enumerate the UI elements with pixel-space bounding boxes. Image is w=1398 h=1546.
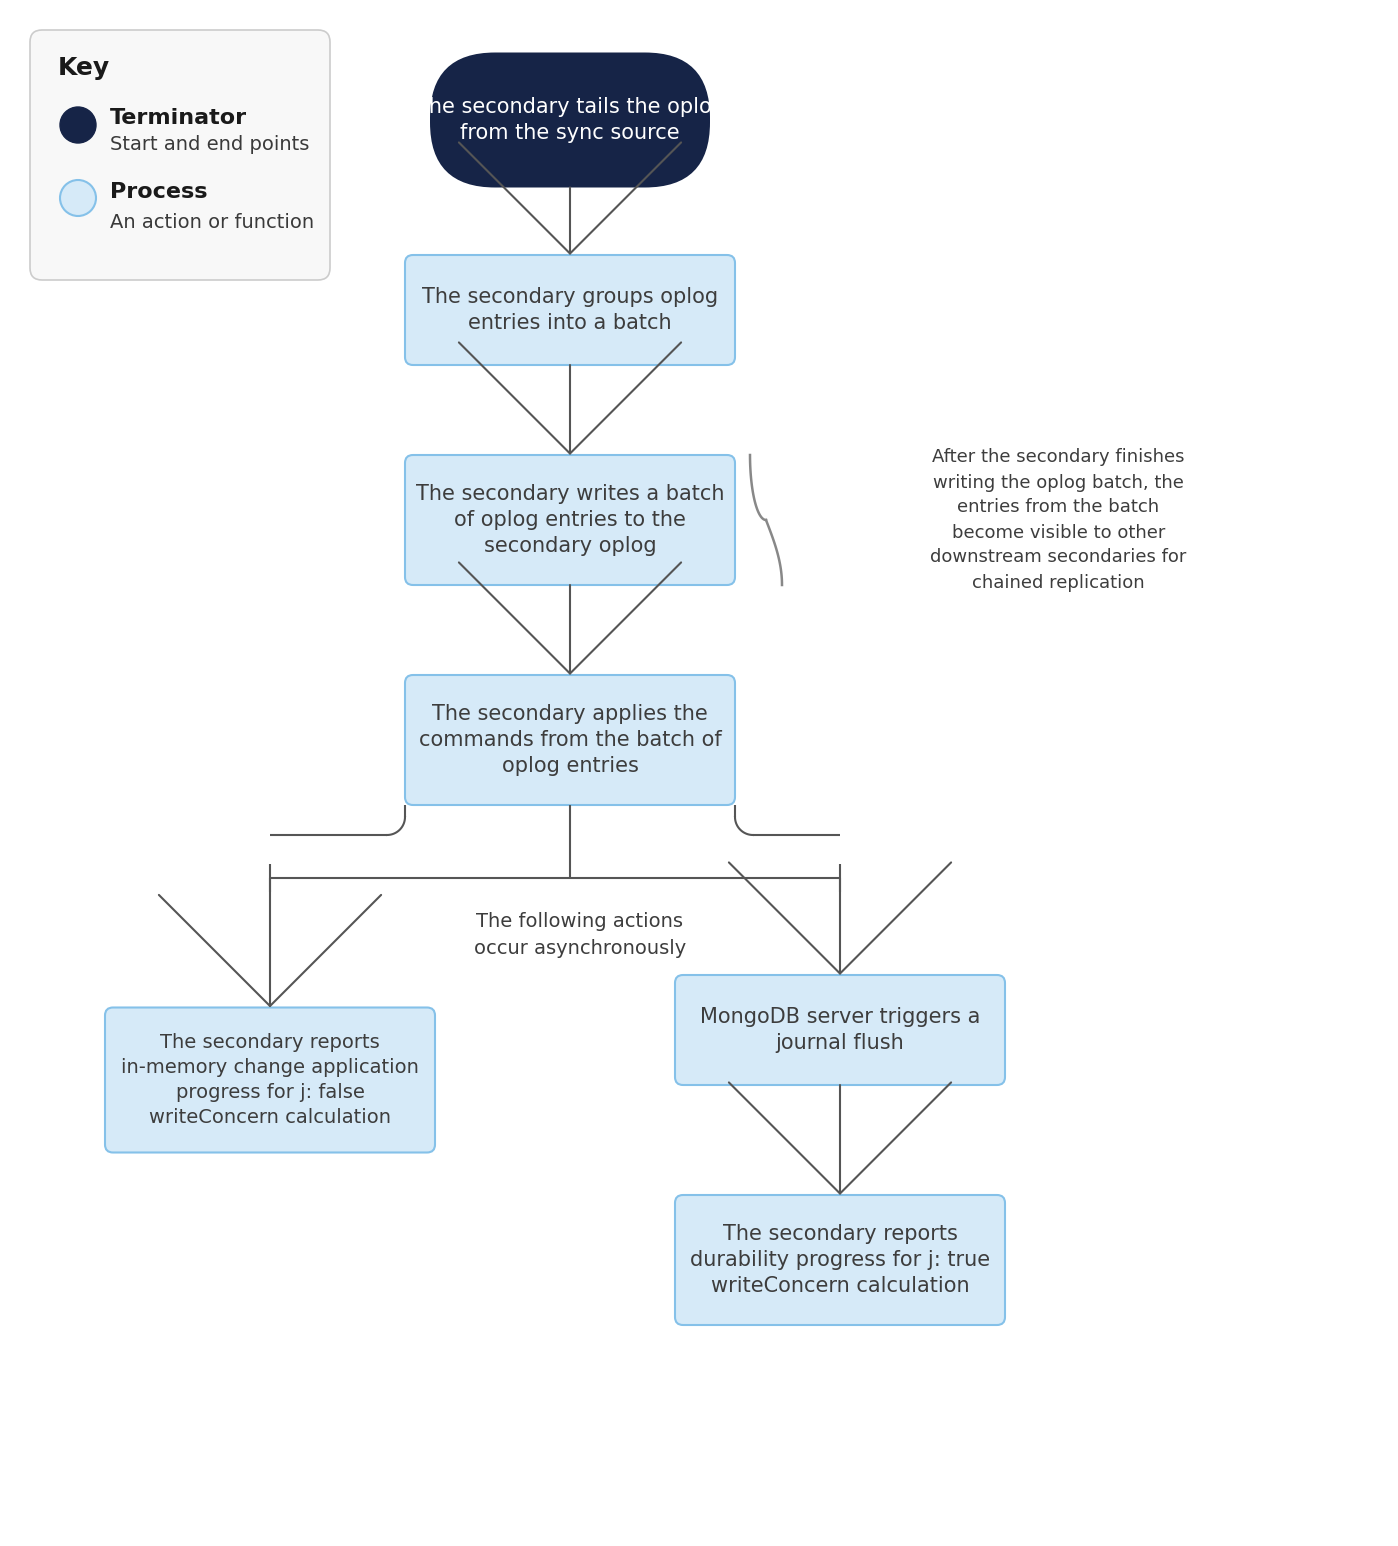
Text: The secondary writes a batch
of oplog entries to the
secondary oplog: The secondary writes a batch of oplog en… <box>415 484 724 557</box>
FancyBboxPatch shape <box>405 676 735 805</box>
FancyBboxPatch shape <box>405 255 735 365</box>
FancyBboxPatch shape <box>405 455 735 584</box>
Text: Key: Key <box>57 56 110 80</box>
Text: An action or function: An action or function <box>110 212 315 232</box>
Text: The secondary reports
durability progress for j: true
writeConcern calculation: The secondary reports durability progres… <box>691 1223 990 1297</box>
FancyBboxPatch shape <box>675 976 1005 1085</box>
Text: The secondary tails the oplog
from the sync source: The secondary tails the oplog from the s… <box>415 97 724 144</box>
Text: The secondary applies the
commands from the batch of
oplog entries: The secondary applies the commands from … <box>418 703 721 776</box>
FancyBboxPatch shape <box>431 53 710 187</box>
FancyBboxPatch shape <box>105 1008 435 1152</box>
Text: The following actions
occur asynchronously: The following actions occur asynchronous… <box>474 912 686 959</box>
Text: The secondary reports
in-memory change application
progress for j: false
writeCo: The secondary reports in-memory change a… <box>122 1033 419 1127</box>
FancyBboxPatch shape <box>675 1195 1005 1325</box>
Text: Terminator: Terminator <box>110 108 247 128</box>
Text: The secondary groups oplog
entries into a batch: The secondary groups oplog entries into … <box>422 288 719 334</box>
Text: Process: Process <box>110 182 207 203</box>
Text: MongoDB server triggers a
journal flush: MongoDB server triggers a journal flush <box>700 1006 980 1053</box>
Circle shape <box>60 179 96 216</box>
Circle shape <box>60 107 96 142</box>
Text: After the secondary finishes
writing the oplog batch, the
entries from the batch: After the secondary finishes writing the… <box>930 448 1187 592</box>
Text: Start and end points: Start and end points <box>110 135 309 153</box>
FancyBboxPatch shape <box>29 29 330 280</box>
